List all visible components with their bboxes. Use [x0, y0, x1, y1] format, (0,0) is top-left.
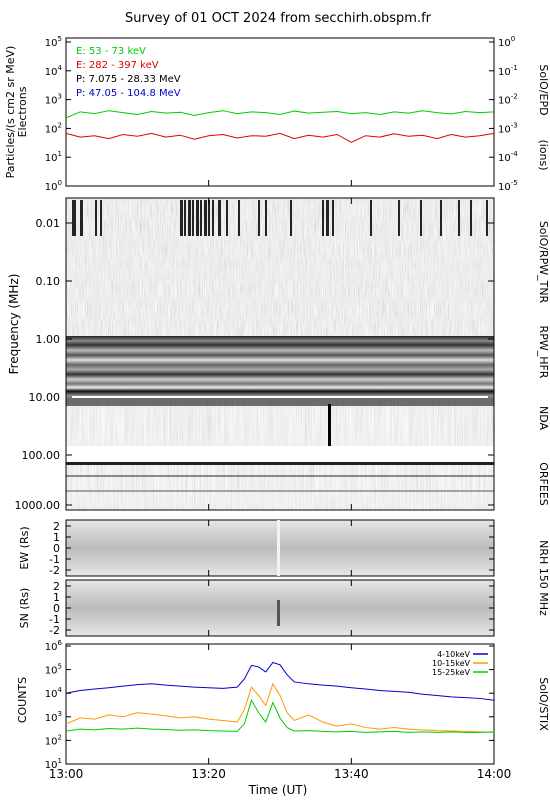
epd-series-1: [65, 132, 495, 143]
epd-ylabel-left2: Electrons: [16, 86, 29, 137]
stix-ylabel: COUNTS: [16, 677, 29, 723]
epd-left-tick-label: 102: [45, 121, 62, 135]
stix-series-0: [65, 661, 495, 701]
instrument-nda: NDA: [537, 406, 550, 431]
epd-legend-entry: P: 7.075 - 28.33 MeV: [76, 74, 181, 85]
x-tick-label: 14:00: [477, 767, 512, 781]
epd-legend-entry: E: 53 - 73 keV: [76, 46, 146, 57]
radio-tick-label: 10.00: [29, 391, 61, 404]
epd-legend-entry: E: 282 - 397 keV: [76, 60, 159, 71]
epd-left-tick-label: 103: [45, 93, 62, 107]
radio-tick-label: 1000.00: [15, 499, 61, 512]
instrument-orfees: ORFEES: [537, 462, 550, 506]
instrument-hfr: RPW_HFR: [537, 326, 550, 379]
nrh-instrument-label: NRH 150 MHz: [537, 540, 550, 616]
epd-legend-entry: P: 47.05 - 104.8 MeV: [76, 88, 181, 99]
stix-tick-label: 105: [45, 663, 62, 677]
figure-title: Survey of 01 OCT 2024 from secchirh.obsp…: [125, 11, 432, 26]
epd-right-tick-label: 10-3: [498, 121, 518, 135]
epd-ylabel-right: (ions): [537, 139, 550, 170]
nrh-tick-label: 0: [53, 602, 60, 615]
x-axis-label: Time (UT): [248, 783, 308, 797]
radio-tick-label: 100.00: [22, 449, 61, 462]
nrh-tick-label: 2: [53, 520, 60, 533]
stix-tick-label: 104: [45, 686, 63, 700]
radio-tick-label: 0.01: [36, 217, 61, 230]
nrh-ew-panel: 210-1-2 EW (Rs): [18, 519, 495, 577]
epd-left-tick-label: 101: [45, 150, 62, 164]
radio-panel: 0.01 0.10 1.00 10.00 100.00 1000.00 Frequency…: [7, 197, 550, 512]
stix-series-2: [65, 699, 495, 733]
epd-right-tick-label: 10-2: [498, 93, 518, 107]
stix-tick-label: 106: [45, 639, 63, 653]
x-axis: 13:00 13:20 13:40 14:00: [49, 180, 512, 781]
nrh-ew-ylabel: EW (Rs): [18, 526, 31, 569]
stix-tick-label: 101: [45, 757, 62, 771]
nrh-tick-label: -2: [49, 564, 60, 577]
nrh-tick-label: -1: [49, 553, 60, 566]
stix-tick-label: 102: [45, 733, 62, 747]
epd-right-tick-label: 10-5: [498, 179, 518, 193]
nrh-tick-label: 1: [53, 531, 60, 544]
nrh-tick-label: 2: [53, 580, 60, 593]
epd-panel: 105 104 103 102 101 100 100 10-1 10-2 10-3 10-4 10…: [4, 35, 550, 193]
stix-panel: 106 105 104 103 102 101 4-10keV10-15keV15-25k…: [16, 639, 550, 771]
epd-right-tick-label: 10-4: [498, 150, 518, 164]
stix-tick-label: 103: [45, 710, 62, 724]
nrh-tick-label: -1: [49, 613, 60, 626]
nrh-tick-label: -2: [49, 624, 60, 637]
stix-series-1: [65, 682, 495, 733]
epd-left-tick-label: 105: [45, 35, 62, 49]
instrument-tnr: SolO/RPW_TNR: [537, 221, 550, 304]
epd-instrument-label: SolO/EPD: [537, 64, 550, 115]
epd-right-tick-label: 10-1: [498, 64, 518, 78]
stix-legend-entry: 4-10keV: [437, 650, 470, 659]
stix-legend-entry: 15-25keV: [432, 668, 471, 677]
epd-ylabel-left: Particles/(s cm2 sr MeV): [4, 46, 17, 179]
x-tick-label: 13:20: [191, 767, 226, 781]
x-tick-label: 13:00: [49, 767, 84, 781]
nrh-sn-panel: 210-1-2 SN (Rs): [18, 579, 495, 637]
stix-legend-entry: 10-15keV: [432, 659, 471, 668]
x-tick-label: 13:40: [334, 767, 369, 781]
epd-left-tick-label: 104: [45, 64, 63, 78]
nrh-sn-ylabel: SN (Rs): [18, 588, 31, 629]
radio-ylabel: Frequency (MHz): [7, 274, 21, 375]
nrh-tick-label: 0: [53, 542, 60, 555]
epd-left-tick-label: 100: [45, 179, 62, 193]
radio-tick-label: 0.10: [36, 275, 61, 288]
radio-tick-label: 1.00: [36, 333, 61, 346]
epd-right-tick-label: 100: [498, 35, 515, 49]
stix-instrument-label: SolO/STIX: [537, 677, 550, 731]
epd-series-0: [65, 110, 495, 119]
nrh-tick-label: 1: [53, 591, 60, 604]
